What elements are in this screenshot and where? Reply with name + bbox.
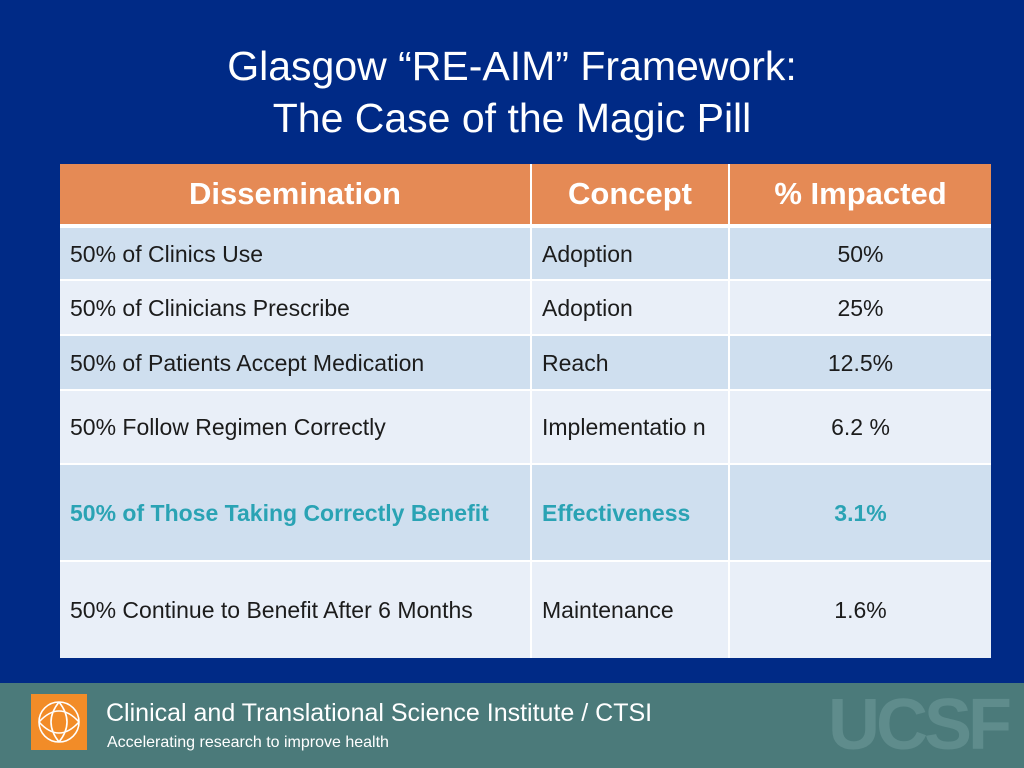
table-row: 50% of Patients Accept Medication Reach … xyxy=(60,334,991,390)
dissemination-cell: 50% of Patients Accept Medication xyxy=(60,334,532,390)
ucsf-watermark: UCSF xyxy=(828,685,1012,765)
impacted-cell: 25% xyxy=(729,279,991,335)
ctsi-logo-icon xyxy=(31,694,87,750)
dissemination-cell: 50% of Clinicians Prescribe xyxy=(60,279,532,335)
impacted-cell: 12.5% xyxy=(729,334,991,390)
table-row: 50% of Clinicians Prescribe Adoption 25% xyxy=(60,279,991,335)
table-header-row: Dissemination Concept % Impacted xyxy=(60,164,991,228)
reaim-table: Dissemination Concept % Impacted 50% of … xyxy=(60,164,991,658)
concept-cell: Reach xyxy=(531,334,730,390)
header-dissemination: Dissemination xyxy=(60,164,532,228)
table-row: 50% Follow Regimen Correctly Implementat… xyxy=(60,389,991,464)
title-line-2: The Case of the Magic Pill xyxy=(272,95,752,141)
dissemination-cell: 50% of Clinics Use xyxy=(60,225,532,280)
table-row: 50% of Those Taking Correctly Benefit Ef… xyxy=(60,463,991,561)
concept-cell: Adoption xyxy=(531,225,730,280)
table-row: 50% of Clinics Use Adoption 50% xyxy=(60,225,991,280)
concept-cell: Maintenance xyxy=(531,560,730,658)
impacted-cell: 1.6% xyxy=(729,560,991,658)
org-name: Clinical and Translational Science Insti… xyxy=(106,699,653,727)
dissemination-cell: 50% of Those Taking Correctly Benefit xyxy=(60,463,532,561)
concept-cell: Effectiveness xyxy=(531,463,730,561)
header-impacted: % Impacted xyxy=(729,164,991,228)
footer-band: Clinical and Translational Science Insti… xyxy=(0,683,1024,768)
impacted-cell: 50% xyxy=(729,225,991,280)
concept-cell: Implementatio n xyxy=(531,389,730,464)
slide-title: Glasgow “RE-AIM” Framework: The Case of … xyxy=(0,40,1024,144)
concept-cell: Adoption xyxy=(531,279,730,335)
impacted-cell: 6.2 % xyxy=(729,389,991,464)
header-concept: Concept xyxy=(531,164,730,228)
table-row: 50% Continue to Benefit After 6 Months M… xyxy=(60,560,991,658)
impacted-cell: 3.1% xyxy=(729,463,991,561)
dissemination-cell: 50% Continue to Benefit After 6 Months xyxy=(60,560,532,658)
title-line-1: Glasgow “RE-AIM” Framework: xyxy=(227,43,797,89)
dissemination-cell: 50% Follow Regimen Correctly xyxy=(60,389,532,464)
tagline: Accelerating research to improve health xyxy=(107,734,389,751)
